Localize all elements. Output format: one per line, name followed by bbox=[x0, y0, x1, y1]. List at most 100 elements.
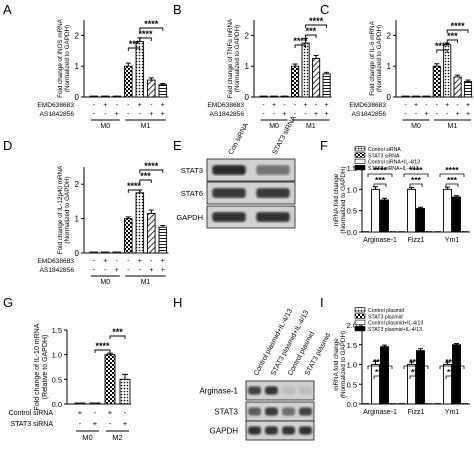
blot-band bbox=[248, 386, 261, 395]
blot-band bbox=[282, 407, 295, 416]
bar bbox=[362, 403, 369, 405]
treatment-sign: + bbox=[466, 102, 470, 109]
bar bbox=[434, 231, 441, 233]
row-label-stat3-sirna: STAT3 siRNA bbox=[10, 421, 53, 428]
treatment-sign: - bbox=[150, 102, 153, 109]
treatment-sign: + bbox=[108, 408, 113, 417]
significance-bracket bbox=[294, 44, 307, 48]
significance-stars: *** bbox=[411, 175, 422, 185]
treatment-sign: + bbox=[161, 111, 165, 118]
bar bbox=[89, 402, 101, 405]
group-label: M1 bbox=[306, 123, 316, 130]
legend-swatch bbox=[354, 307, 366, 313]
significance-bracket bbox=[373, 375, 387, 379]
x-tick-label: Fizz1 bbox=[408, 237, 425, 244]
treatment-sign: + bbox=[78, 408, 83, 417]
chart-c-il6: 0 1 2 Fold change of IL-6 mRNA (Normalized t… bbox=[349, 20, 473, 130]
bar bbox=[135, 192, 145, 254]
blot-strip bbox=[245, 420, 315, 441]
significance-stars: *** bbox=[375, 367, 386, 377]
significance-stars: *** bbox=[447, 175, 458, 185]
significance-stars: **** bbox=[139, 29, 154, 39]
treatment-sign: - bbox=[127, 258, 130, 265]
treatment-sign: + bbox=[456, 111, 460, 118]
bar bbox=[453, 76, 462, 98]
significance-bracket bbox=[139, 27, 164, 31]
legend-label: Control siRNA bbox=[368, 147, 401, 153]
y-tick-label: 1.0 bbox=[347, 361, 357, 370]
bar bbox=[416, 208, 425, 233]
blot-row-label: STAT3 bbox=[181, 166, 203, 175]
blot-row-label: STAT3 bbox=[214, 408, 238, 417]
legend-swatch bbox=[354, 165, 366, 171]
blot-band bbox=[299, 386, 312, 395]
treatment-sign: + bbox=[445, 102, 449, 109]
significance-bracket bbox=[436, 49, 448, 53]
bar bbox=[443, 188, 452, 233]
blot-row-label: STAT6 bbox=[181, 189, 203, 198]
blot-band bbox=[282, 426, 295, 435]
significance-bracket bbox=[305, 34, 317, 38]
treatment-sign: - bbox=[404, 102, 407, 109]
bar bbox=[89, 95, 99, 98]
row-label-control-sirna: Control siRNA bbox=[9, 410, 54, 417]
treatment-sign: + bbox=[424, 111, 428, 118]
y-tick-label: 0.0 bbox=[52, 400, 62, 409]
significance-stars: **** bbox=[451, 21, 466, 31]
y-axis-title-unit: (Relative to GAPDH) bbox=[42, 335, 49, 400]
treatment-sign: - bbox=[425, 102, 428, 109]
y-tick-label: 2.0 bbox=[347, 321, 357, 330]
x-tick-label: Arginase-1 bbox=[363, 237, 397, 244]
significance-bracket bbox=[445, 375, 459, 379]
bar bbox=[101, 95, 110, 98]
treatment-sign: + bbox=[115, 111, 119, 118]
blot-band bbox=[299, 426, 312, 435]
treatment-sign: - bbox=[273, 111, 276, 118]
row-label-as1842856: AS1842856 bbox=[40, 267, 75, 274]
y-tick-label: 2 bbox=[387, 31, 392, 40]
significance-bracket bbox=[446, 39, 459, 43]
y-axis-title-unit: (Normalized to GAPDH) bbox=[234, 25, 241, 92]
treatment-sign: + bbox=[314, 111, 318, 118]
treatment-sign: + bbox=[138, 258, 142, 265]
x-tick-label: Arginase-1 bbox=[363, 409, 397, 416]
bar bbox=[398, 403, 405, 405]
significance-bracket bbox=[139, 37, 152, 41]
treatment-sign: - bbox=[262, 102, 265, 109]
group-label: M0 bbox=[411, 123, 421, 130]
significance-bracket bbox=[127, 189, 141, 193]
group-label: M0 bbox=[100, 123, 110, 130]
y-axis-title-unit: (Normalized to GAPDH) bbox=[340, 331, 347, 398]
significance-bracket bbox=[94, 349, 111, 353]
bar bbox=[362, 231, 369, 233]
treatment-sign: - bbox=[94, 408, 97, 417]
blot-band bbox=[212, 165, 246, 175]
legend-label: Control plasmid+IL-4/13 bbox=[368, 321, 423, 327]
bar bbox=[74, 402, 86, 405]
significance-bracket bbox=[439, 173, 465, 177]
treatment-sign: + bbox=[103, 102, 107, 109]
x-tick-label: Ym1 bbox=[445, 237, 460, 244]
significance-stars: *** bbox=[375, 175, 386, 185]
treatment-sign: - bbox=[79, 419, 82, 428]
significance-stars: **** bbox=[309, 16, 324, 26]
row-label-emd638683: EMD638683 bbox=[349, 102, 386, 109]
significance-stars: **** bbox=[95, 341, 110, 351]
treatment-sign: - bbox=[139, 111, 142, 118]
y-axis-title-unit: (Normalized to GAPDH) bbox=[64, 176, 71, 243]
bar bbox=[158, 226, 168, 254]
treatment-sign: + bbox=[138, 102, 142, 109]
treatment-sign: + bbox=[325, 102, 329, 109]
bar bbox=[158, 84, 168, 98]
group-label: M0 bbox=[82, 433, 92, 442]
treatment-sign: - bbox=[294, 111, 297, 118]
treatment-sign: - bbox=[93, 102, 96, 109]
y-tick-label: 0 bbox=[75, 93, 80, 102]
y-axis-title: Fold change of TNFα mRNA bbox=[227, 18, 234, 98]
y-axis-title: Fold change of IL-6 mRNA bbox=[369, 20, 376, 95]
legend-swatch bbox=[354, 158, 366, 164]
panel-label-b: B bbox=[173, 2, 182, 17]
blot-band bbox=[248, 407, 261, 416]
panel-label-c: C bbox=[320, 2, 329, 17]
group-label: M1 bbox=[448, 123, 458, 130]
